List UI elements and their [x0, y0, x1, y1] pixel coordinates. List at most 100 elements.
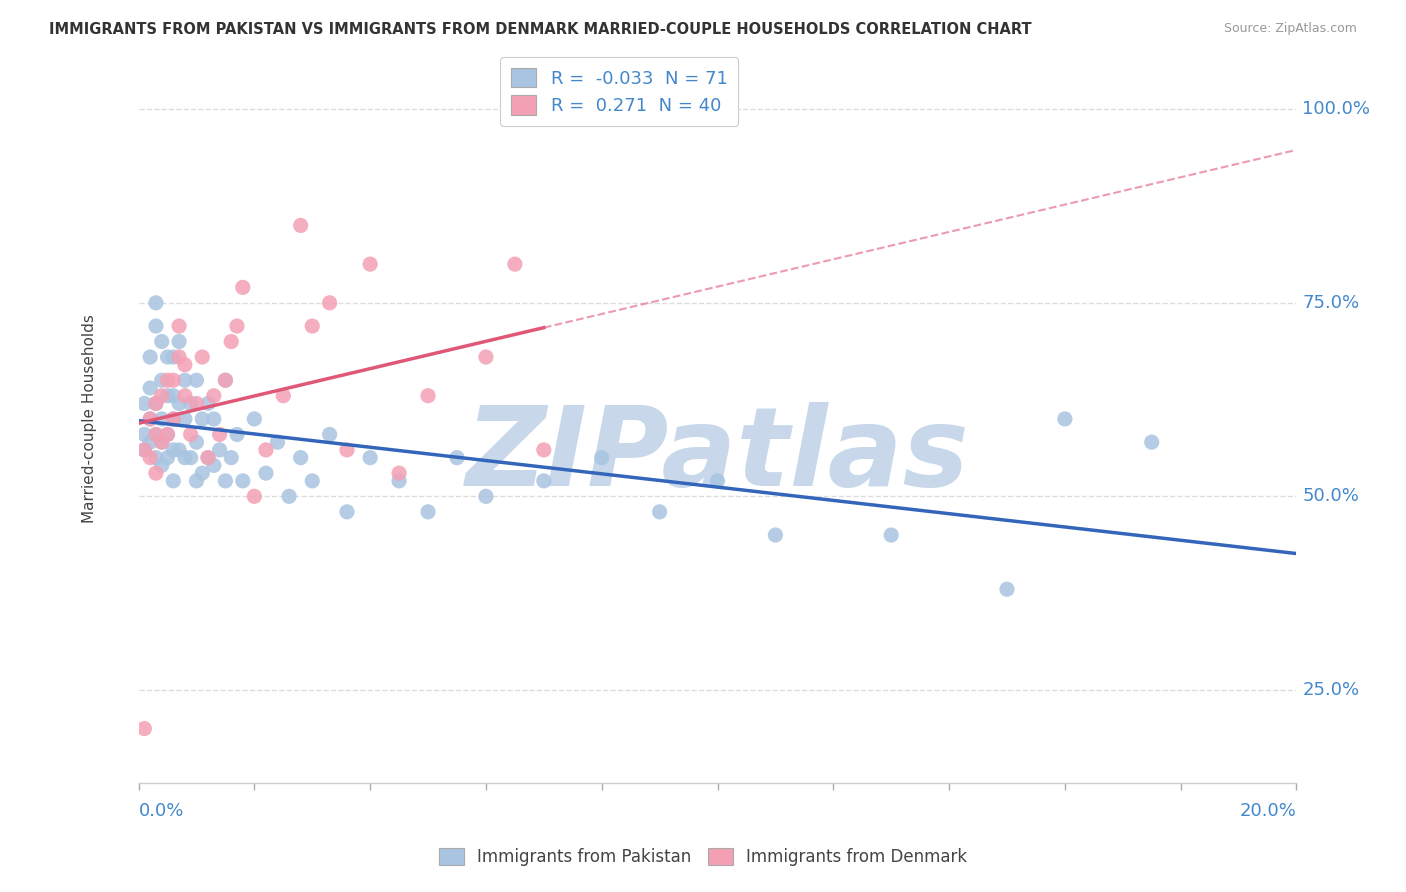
Point [156, 450, 179, 465]
Point [150, 412, 173, 426]
Point [503, 257, 526, 271]
Point [167, 442, 190, 457]
Point [139, 381, 162, 395]
Text: IMMIGRANTS FROM PAKISTAN VS IMMIGRANTS FROM DENMARK MARRIED-COUPLE HOUSEHOLDS CO: IMMIGRANTS FROM PAKISTAN VS IMMIGRANTS F… [49, 22, 1032, 37]
Point [186, 373, 208, 387]
Point [134, 442, 156, 457]
Point [173, 373, 195, 387]
Point [416, 505, 439, 519]
Point [197, 396, 219, 410]
Point [162, 412, 184, 426]
Point [145, 396, 167, 410]
Point [880, 528, 903, 542]
Point [139, 450, 162, 465]
Point [145, 296, 167, 310]
Point [139, 435, 162, 450]
Point [134, 722, 156, 736]
Point [150, 373, 173, 387]
Point [145, 450, 167, 465]
Point [995, 582, 1018, 597]
Text: 50.0%: 50.0% [1302, 487, 1360, 506]
Point [134, 396, 156, 410]
Point [388, 474, 411, 488]
Point [1053, 412, 1076, 426]
Point [359, 450, 381, 465]
Point [145, 396, 167, 410]
Point [290, 450, 312, 465]
Point [167, 350, 190, 364]
Point [226, 319, 249, 334]
Point [202, 389, 225, 403]
Point [173, 389, 195, 403]
Point [134, 442, 156, 457]
Point [232, 280, 254, 294]
Point [162, 442, 184, 457]
Point [208, 427, 231, 442]
Point [197, 450, 219, 465]
Point [591, 450, 613, 465]
Point [648, 505, 671, 519]
Point [1140, 435, 1163, 450]
Point [186, 474, 208, 488]
Point [180, 396, 202, 410]
Text: 100.0%: 100.0% [1302, 100, 1371, 119]
Point [162, 350, 184, 364]
Point [763, 528, 786, 542]
Point [254, 466, 277, 480]
Point [180, 427, 202, 442]
Point [145, 427, 167, 442]
Point [173, 412, 195, 426]
Point [191, 466, 214, 480]
Text: 20.0%: 20.0% [1240, 802, 1296, 820]
Point [150, 389, 173, 403]
Point [475, 350, 498, 364]
Point [197, 450, 219, 465]
Point [134, 427, 156, 442]
Point [336, 442, 359, 457]
Point [191, 350, 214, 364]
Point [186, 435, 208, 450]
Point [180, 450, 202, 465]
Point [150, 435, 173, 450]
Point [388, 466, 411, 480]
Text: 75.0%: 75.0% [1302, 293, 1360, 312]
Point [162, 412, 184, 426]
Point [167, 396, 190, 410]
Point [214, 373, 236, 387]
Point [202, 458, 225, 473]
Point [150, 435, 173, 450]
Point [318, 427, 340, 442]
Point [271, 389, 294, 403]
Point [162, 474, 184, 488]
Point [156, 427, 179, 442]
Point [214, 373, 236, 387]
Point [290, 219, 312, 233]
Point [336, 505, 359, 519]
Point [162, 373, 184, 387]
Point [301, 474, 323, 488]
Legend: Immigrants from Pakistan, Immigrants from Denmark: Immigrants from Pakistan, Immigrants fro… [432, 841, 974, 873]
Point [243, 412, 266, 426]
Point [156, 389, 179, 403]
Point [475, 489, 498, 503]
Point [202, 412, 225, 426]
Point [446, 450, 468, 465]
Point [145, 319, 167, 334]
Point [254, 442, 277, 457]
Point [173, 358, 195, 372]
Text: Married-couple Households: Married-couple Households [83, 315, 97, 524]
Point [232, 474, 254, 488]
Point [156, 350, 179, 364]
Point [150, 334, 173, 349]
Point [167, 334, 190, 349]
Point [139, 412, 162, 426]
Point [191, 412, 214, 426]
Point [150, 458, 173, 473]
Point [186, 396, 208, 410]
Point [139, 412, 162, 426]
Point [278, 489, 301, 503]
Point [266, 435, 288, 450]
Point [219, 450, 242, 465]
Point [214, 474, 236, 488]
Point [706, 474, 728, 488]
